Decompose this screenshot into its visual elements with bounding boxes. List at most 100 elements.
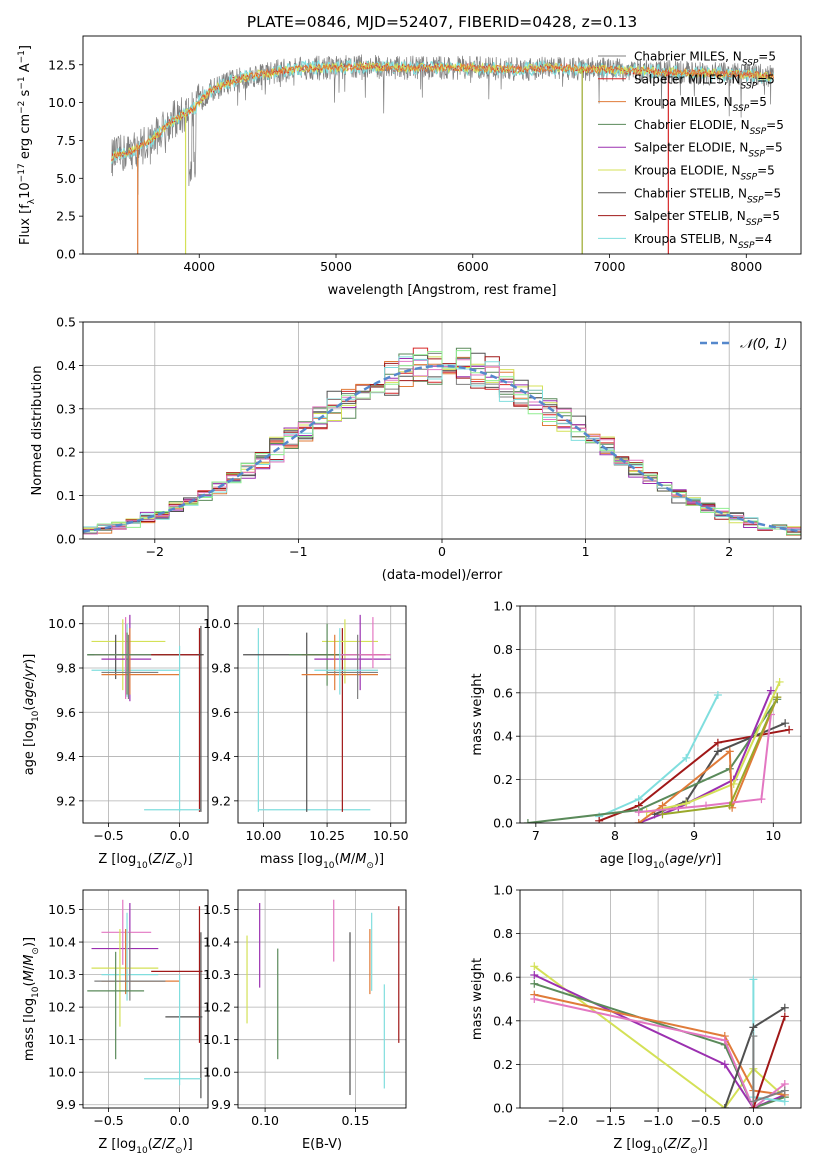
x-axis-label: Z [log10(Z/Z⊙)] bbox=[613, 1137, 707, 1156]
tick-label-x: 8000 bbox=[730, 259, 762, 274]
tick-label-y: 9.2 bbox=[211, 793, 231, 808]
errorbar-plot bbox=[87, 614, 204, 812]
axes-age-vs-mass: 10.00 10.25 10.50 9.2 9.4 9.6 9.8 10.0 bbox=[203, 606, 409, 843]
tick-label-y: 0.4 bbox=[493, 1013, 513, 1028]
weight-marker bbox=[720, 1036, 729, 1045]
weight-marker bbox=[713, 690, 722, 699]
tick-label-x: −0.5 bbox=[691, 1113, 721, 1128]
weight-marker bbox=[766, 686, 775, 695]
tick-label-y: 9.8 bbox=[56, 661, 76, 676]
errorbar-plot bbox=[243, 614, 391, 812]
weight-series bbox=[527, 698, 779, 823]
label-part: Z bbox=[152, 1137, 163, 1152]
label-part: yr bbox=[22, 662, 37, 678]
weight-marker bbox=[658, 801, 667, 810]
tick-label-y: 0.4 bbox=[493, 729, 513, 744]
tick-label-y: 10.5 bbox=[203, 902, 231, 917]
tick-label-y: 10.0 bbox=[203, 616, 231, 631]
y-axis-label: age [log10(age/yr)] bbox=[22, 654, 41, 776]
tick-label-y: 0.0 bbox=[493, 816, 513, 831]
spectrum-plot bbox=[111, 54, 775, 254]
label-part: / bbox=[162, 1137, 167, 1152]
label-part: )] bbox=[183, 852, 193, 867]
label-part: s bbox=[18, 89, 33, 100]
label-part: =5 bbox=[758, 50, 776, 64]
tick-label-y: 0.0 bbox=[493, 1101, 513, 1116]
label-part: Salpeter MILES, N bbox=[634, 72, 741, 86]
label-part: −1 bbox=[17, 76, 27, 89]
label-part: E(B-V) bbox=[302, 1137, 342, 1152]
label-part: SSP bbox=[747, 195, 764, 205]
label-part: Z bbox=[152, 852, 163, 867]
label-part: / bbox=[677, 1137, 682, 1152]
axes-frame bbox=[82, 35, 802, 255]
label-part: ⊙ bbox=[175, 1146, 183, 1156]
label-part: −2 bbox=[17, 101, 27, 114]
weight-marker bbox=[720, 1104, 729, 1108]
axes-frame bbox=[82, 605, 209, 824]
tick-label-x: −1.5 bbox=[595, 1113, 625, 1128]
label-part: mass [log bbox=[260, 852, 323, 867]
y-axis-label: mass weight bbox=[470, 958, 485, 1040]
legend-entry: Kroupa ELODIE, NSSP=5 bbox=[634, 164, 775, 183]
tick-label-x: 6000 bbox=[457, 259, 489, 274]
tick-label-y: 12.5 bbox=[48, 57, 76, 72]
tick-label-y: 9.6 bbox=[211, 705, 231, 720]
y-axis-label-group: Flux [fλ10−17 erg cm−2 s−1 A−1] bbox=[17, 45, 37, 245]
axes-frame bbox=[237, 889, 407, 1109]
tick-label-y: 10.4 bbox=[203, 935, 231, 950]
weight-marker bbox=[634, 808, 643, 817]
weight-marker bbox=[658, 810, 667, 819]
tick-label-x: 0.0 bbox=[170, 828, 190, 843]
label-part: =5 bbox=[757, 164, 775, 178]
label-part: M bbox=[22, 970, 37, 981]
label-part: A bbox=[18, 63, 33, 76]
label-part: 10 bbox=[31, 710, 41, 722]
legend-entry: Salpeter STELIB, NSSP=5 bbox=[634, 209, 780, 228]
label-part: ( bbox=[148, 1137, 153, 1152]
label-part: Z bbox=[680, 1137, 691, 1152]
label-part: mass [log bbox=[22, 998, 37, 1061]
y-axis-label: mass weight bbox=[470, 673, 485, 755]
weight-marker bbox=[720, 1060, 729, 1069]
label-part: =5 bbox=[766, 118, 784, 132]
tick-label-x: 10.00 bbox=[246, 828, 282, 843]
tick-label-y: 7.5 bbox=[56, 133, 76, 148]
tick-label-y: 0.2 bbox=[493, 1057, 513, 1072]
tick-label-y: 0.8 bbox=[493, 926, 513, 941]
tick-label-y: 10.0 bbox=[203, 1065, 231, 1080]
tick-label-x: 4000 bbox=[183, 259, 215, 274]
axes-frame bbox=[237, 605, 407, 824]
gaussian-curve bbox=[83, 364, 801, 533]
label-part: SSP bbox=[733, 104, 750, 114]
label-part: age bbox=[669, 852, 693, 867]
label-part: 10 bbox=[653, 861, 665, 871]
label-part: age bbox=[22, 681, 37, 705]
tick-label-y: 10.5 bbox=[48, 902, 76, 917]
errorbar-plot bbox=[246, 899, 400, 1095]
tick-label-y: 9.8 bbox=[211, 661, 231, 676]
label-part: / bbox=[22, 965, 37, 970]
label-part: =4 bbox=[754, 232, 772, 246]
label-part: SSP bbox=[742, 59, 759, 69]
y-axis-label-group: age [log10(age/yr)] bbox=[22, 654, 41, 776]
label-part: ⊙ bbox=[175, 861, 183, 871]
tick-label-x: −1.0 bbox=[643, 1113, 673, 1128]
tick-label-y: 10.1 bbox=[203, 1032, 231, 1047]
weight-series bbox=[598, 694, 719, 818]
label-part: ⊙ bbox=[690, 1146, 698, 1156]
tick-label-x: 10.25 bbox=[309, 828, 345, 843]
label-part: 10 bbox=[136, 861, 148, 871]
weight-marker bbox=[780, 1012, 789, 1021]
histogram-series bbox=[83, 350, 801, 535]
tick-label-x: 0.0 bbox=[170, 1113, 190, 1128]
axes-frame bbox=[519, 889, 802, 1109]
tick-label-y: 0.2 bbox=[493, 772, 513, 787]
tick-label-x: 8 bbox=[611, 828, 619, 843]
weight-marker bbox=[780, 1097, 789, 1106]
weight-series bbox=[534, 993, 785, 1096]
tick-label-y: 0.4 bbox=[56, 358, 76, 373]
label-part: SSP bbox=[746, 218, 763, 228]
label-part: ( bbox=[22, 981, 37, 986]
